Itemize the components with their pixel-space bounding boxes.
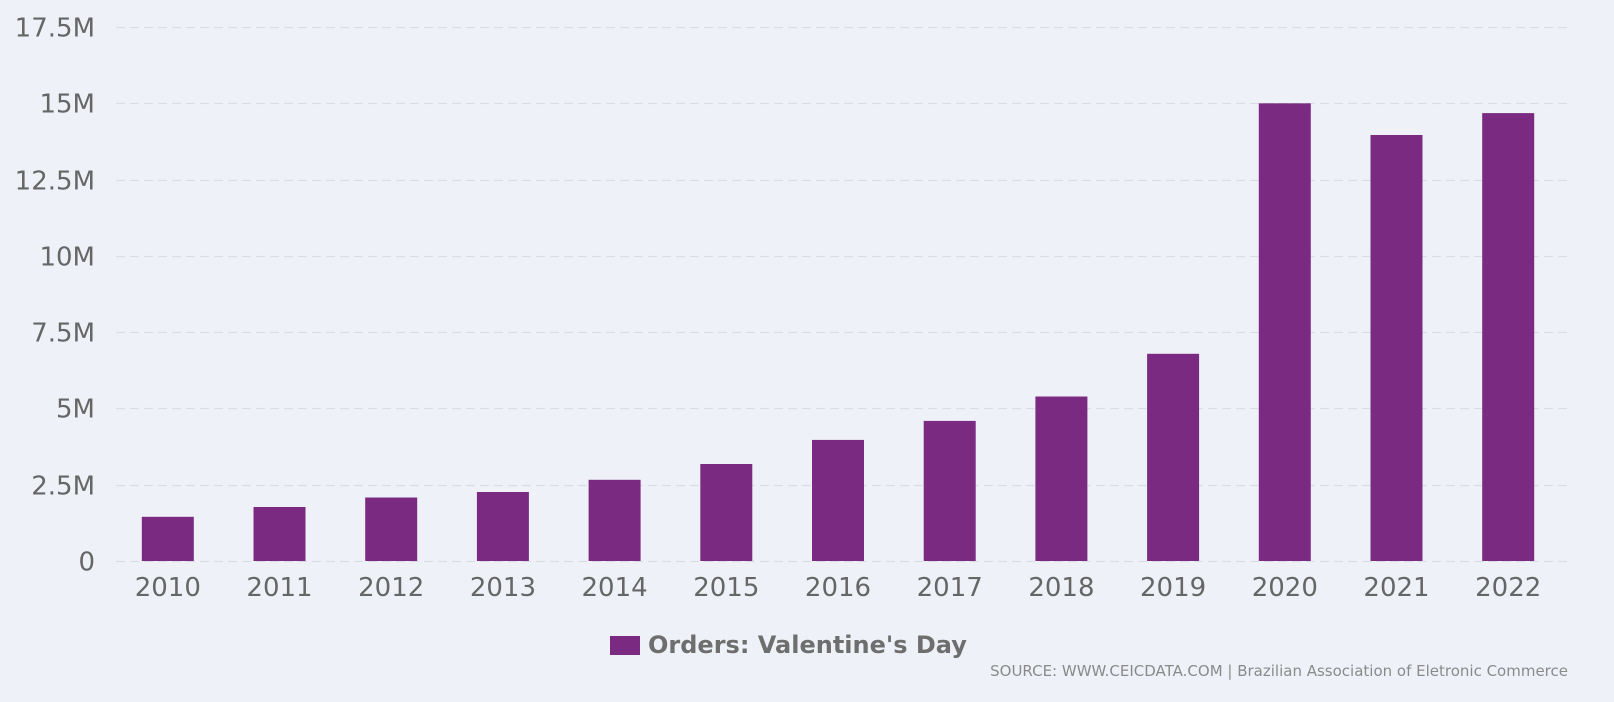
y-tick-label: 5M (56, 395, 95, 425)
x-tick-label: 2013 (470, 573, 536, 603)
x-tick-label: 2012 (358, 573, 424, 603)
bar (923, 420, 976, 561)
bar (812, 439, 864, 561)
x-axis-labels: 2010 2011 2012 2013 2014 2015 2016 2017 2018 2019… (135, 573, 1542, 603)
legend-label: Orders: Valentine's Day (648, 631, 967, 659)
gridlines (116, 26, 1568, 563)
bar (253, 507, 306, 561)
source-note: SOURCE: WWW.CEICDATA.COM | Brazilian Ass… (990, 662, 1568, 680)
y-tick-label: 0 (78, 548, 95, 578)
x-tick-label: 2010 (135, 573, 201, 603)
bar (1147, 353, 1200, 561)
legend-swatch (610, 635, 640, 655)
y-tick-label: 7.5M (31, 319, 95, 349)
x-tick-label: 2011 (246, 573, 312, 603)
y-axis-labels: 0 2.5M 5M 7.5M 10M 12.5M 15M 17.5M (15, 14, 95, 578)
x-tick-label: 2015 (693, 573, 759, 603)
x-tick-label: 2014 (582, 573, 648, 603)
y-tick-label: 2.5M (31, 472, 95, 502)
y-tick-label: 10M (39, 243, 95, 273)
x-tick-label: 2019 (1140, 573, 1206, 603)
y-tick-label: 12.5M (15, 167, 95, 197)
bar (700, 464, 753, 561)
bar (476, 492, 529, 561)
bars (141, 103, 1535, 562)
bar (1370, 135, 1423, 561)
bar (588, 479, 641, 561)
y-tick-label: 15M (39, 90, 95, 120)
x-tick-label: 2018 (1028, 573, 1094, 603)
bar (365, 497, 418, 561)
x-tick-label: 2016 (805, 573, 871, 603)
x-tick-label: 2021 (1363, 573, 1429, 603)
legend[interactable]: Orders: Valentine's Day (610, 630, 967, 660)
bar (141, 516, 194, 561)
x-tick-label: 2020 (1252, 573, 1318, 603)
bar (1035, 396, 1088, 561)
x-tick-label: 2022 (1475, 573, 1541, 603)
y-tick-label: 17.5M (15, 14, 95, 44)
bar (1258, 103, 1311, 562)
bar (1482, 113, 1535, 561)
x-tick-label: 2017 (917, 573, 983, 603)
